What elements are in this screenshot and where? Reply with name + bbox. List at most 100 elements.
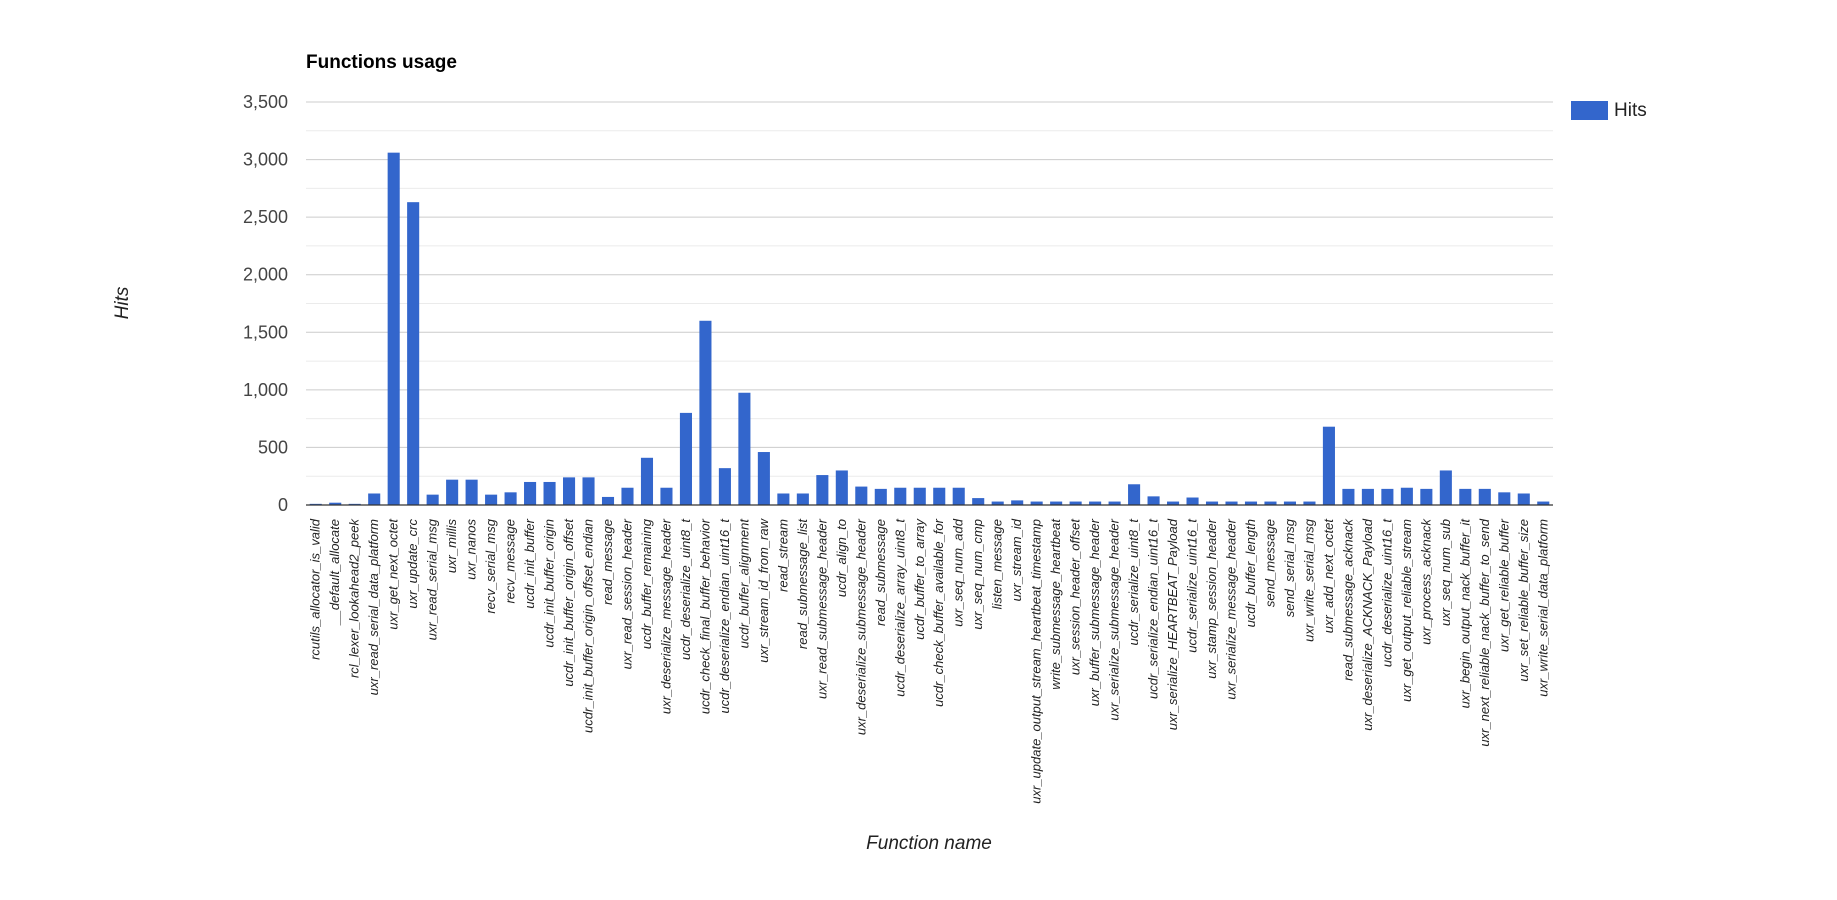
bar: [446, 479, 459, 505]
y-tick-label: 2,000: [243, 265, 288, 285]
x-tick-label: rcl_lexer_lookahead2_peek: [347, 518, 362, 679]
bar: [835, 470, 848, 505]
bar: [1400, 487, 1413, 505]
x-tick-label: recv_serial_msg: [483, 518, 498, 613]
bar: [387, 152, 400, 505]
bar: [1361, 488, 1374, 505]
x-tick-label: uxr_deserialize_submessage_header: [853, 518, 868, 735]
bar: [1517, 493, 1530, 505]
bar: [777, 493, 790, 505]
bar: [1011, 500, 1024, 505]
bar: [1342, 488, 1355, 505]
bar: [1128, 484, 1141, 505]
bar: [1283, 501, 1296, 505]
x-tick-label: send_message: [1262, 519, 1277, 607]
y-tick-label: 3,500: [243, 92, 288, 112]
x-tick-label: uxr_stream_id: [1009, 518, 1024, 601]
x-tick-label: uxr_serialize_message_header: [1224, 518, 1239, 699]
x-tick-label: uxr_write_serial_msg: [1301, 518, 1316, 642]
x-tick-label: write_submessage_heartbeat: [1048, 518, 1063, 690]
x-tick-label: uxr_deserialize_message_header: [658, 518, 673, 714]
x-tick-label: ucdr_init_buffer_origin_offset_endian: [581, 519, 596, 733]
bar: [1498, 492, 1511, 505]
y-tick-label: 1,000: [243, 380, 288, 400]
x-tick-label: ucdr_check_final_buffer_behavior: [697, 518, 712, 714]
bar: [640, 457, 654, 505]
bar: [504, 492, 517, 505]
y-axis-ticks: 0 500 1,000 1,500 2,000 2,500 3,000 3,500: [243, 92, 288, 515]
bar: [1478, 488, 1491, 505]
bar: [621, 487, 634, 505]
x-tick-label: uxr_read_serial_data_platform: [366, 519, 381, 695]
bar: [1069, 501, 1082, 505]
x-tick-label: ucdr_serialize_uint8_t: [1126, 518, 1141, 646]
x-tick-label: uxr_seq_num_sub: [1438, 519, 1453, 626]
bar: [738, 392, 751, 505]
x-tick-label: ucdr_deserialize_endian_uint16_t: [717, 518, 732, 714]
x-axis-ticks: rcutils_allocator_is_valid __default_allo…: [308, 517, 1551, 803]
x-tick-label: uxr_add_next_octet: [1321, 518, 1336, 634]
x-tick-label: uxr_seq_num_add: [951, 518, 966, 626]
x-tick-label: uxr_serialize_submessage_header: [1107, 518, 1122, 720]
x-tick-label: read_submessage: [873, 519, 888, 626]
bar: [796, 493, 809, 505]
x-tick-label: ucdr_align_to: [834, 519, 849, 597]
gridlines: [306, 101, 1553, 477]
bar: [563, 477, 576, 505]
bar: [757, 452, 770, 505]
x-axis-title: Function name: [866, 833, 992, 854]
bar: [913, 487, 926, 505]
bar: [660, 487, 673, 505]
x-tick-label: uxr_millis: [444, 519, 459, 574]
bar: [582, 477, 595, 505]
x-tick-label: uxr_get_next_octet: [386, 518, 401, 630]
bar: [1205, 501, 1219, 505]
x-tick-label: ucdr_buffer_alignment: [736, 518, 751, 649]
bar: [894, 487, 907, 505]
bar: [368, 493, 381, 505]
x-tick-label: uxr_process_acknack: [1418, 518, 1433, 645]
bar: [1147, 496, 1160, 505]
bar: [1244, 501, 1258, 505]
bar: [601, 496, 615, 505]
bar: [407, 202, 420, 506]
bar: [1050, 501, 1063, 505]
y-tick-label: 2,500: [243, 207, 288, 227]
x-tick-label: ucdr_init_buffer_origin_offset: [561, 518, 576, 687]
chart-title: Functions usage: [306, 52, 457, 73]
x-tick-label: uxr_stream_id_from_raw: [756, 517, 771, 662]
x-tick-label: uxr_get_reliable_buffer: [1496, 518, 1511, 652]
y-tick-label: 3,000: [243, 150, 288, 170]
bar: [1186, 497, 1199, 505]
x-tick-label: uxr_buffer_submessage_header: [1087, 518, 1102, 706]
bar: [543, 481, 556, 505]
x-tick-label: ucdr_buffer_to_array: [912, 518, 927, 640]
x-tick-label: uxr_get_output_reliable_stream: [1399, 519, 1414, 702]
bar: [1322, 426, 1335, 505]
bar: [485, 494, 498, 505]
x-tick-label: ucdr_buffer_remaining: [639, 518, 654, 649]
x-tick-label: ucdr_check_buffer_available_for: [931, 518, 946, 707]
x-tick-label: uxr_deserialize_ACKNACK_Payload: [1360, 518, 1375, 730]
bar: [1030, 501, 1043, 505]
x-tick-label: uxr_set_reliable_buffer_size: [1516, 519, 1531, 682]
y-tick-label: 1,500: [243, 322, 288, 342]
x-tick-label: uxr_write_serial_data_platform: [1535, 519, 1550, 697]
bar: [972, 498, 985, 505]
x-tick-label: ucdr_deserialize_uint8_t: [678, 518, 693, 660]
bar: [1108, 501, 1121, 505]
x-tick-label: read_submessage_acknack: [1340, 518, 1355, 681]
legend-swatch: [1571, 101, 1608, 120]
bar: [1089, 501, 1102, 505]
x-tick-label: listen_message: [990, 519, 1005, 609]
bar: [816, 475, 829, 505]
bars: [309, 152, 1550, 506]
bar: [329, 502, 342, 505]
x-tick-label: ucdr_deserialize_array_uint8_t: [892, 518, 907, 697]
x-tick-label: uxr_nanos: [464, 519, 479, 580]
bar: [1420, 488, 1433, 505]
bar: [1459, 488, 1472, 505]
x-tick-label: uxr_stamp_session_header: [1204, 518, 1219, 678]
x-tick-label: ucdr_init_buffer: [522, 518, 537, 608]
